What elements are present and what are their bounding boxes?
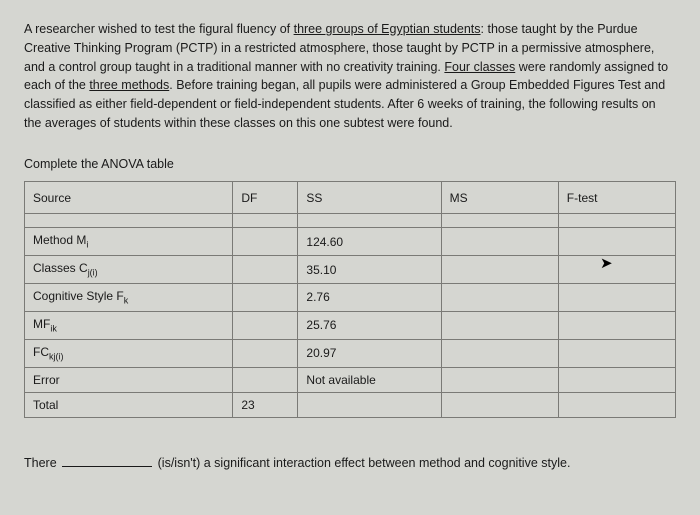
table-row: Method Mi 124.60 bbox=[25, 228, 676, 256]
header-ss: SS bbox=[298, 182, 441, 214]
cell-df: 23 bbox=[233, 392, 298, 417]
table-header-row: Source DF SS MS F-test bbox=[25, 182, 676, 214]
cell-df bbox=[233, 256, 298, 284]
cell-df bbox=[233, 284, 298, 312]
cell-ss: 124.60 bbox=[298, 228, 441, 256]
subtitle: Complete the ANOVA table bbox=[24, 155, 676, 174]
cell-ss: 2.76 bbox=[298, 284, 441, 312]
conclusion-prefix: There bbox=[24, 456, 60, 470]
header-ftest: F-test bbox=[558, 182, 675, 214]
cell-source: FCkj(i) bbox=[25, 339, 233, 367]
cell-source: Total bbox=[25, 392, 233, 417]
cell-source: MFik bbox=[25, 311, 233, 339]
desc-underline3: three methods bbox=[89, 78, 169, 92]
fill-blank[interactable] bbox=[62, 466, 152, 467]
conclusion-sentence: There (is/isn't) a significant interacti… bbox=[24, 454, 676, 473]
cell-source: Method Mi bbox=[25, 228, 233, 256]
anova-table: Source DF SS MS F-test Method Mi 124.60 … bbox=[24, 181, 676, 417]
cell-df bbox=[233, 311, 298, 339]
table-row: MFik 25.76 bbox=[25, 311, 676, 339]
cell-ftest bbox=[558, 284, 675, 312]
cell-ms bbox=[441, 392, 558, 417]
header-df: DF bbox=[233, 182, 298, 214]
table-row: Cognitive Style Fk 2.76 bbox=[25, 284, 676, 312]
table-row: Total 23 bbox=[25, 392, 676, 417]
cell-ss: 25.76 bbox=[298, 311, 441, 339]
cell-ftest bbox=[558, 228, 675, 256]
cell-ftest bbox=[558, 256, 675, 284]
cell-ms bbox=[441, 228, 558, 256]
problem-description: A researcher wished to test the figural … bbox=[24, 20, 676, 133]
header-source: Source bbox=[25, 182, 233, 214]
cell-ms bbox=[441, 256, 558, 284]
cell-source: Cognitive Style Fk bbox=[25, 284, 233, 312]
cell-source: Classes Cj(i) bbox=[25, 256, 233, 284]
cell-df bbox=[233, 367, 298, 392]
cell-ms bbox=[441, 367, 558, 392]
cell-ss: Not available bbox=[298, 367, 441, 392]
cell-ss bbox=[298, 392, 441, 417]
cell-source: Error bbox=[25, 367, 233, 392]
desc-part1: A researcher wished to test the figural … bbox=[24, 22, 294, 36]
cell-ftest bbox=[558, 367, 675, 392]
desc-underline2: Four classes bbox=[444, 60, 515, 74]
table-row: Error Not available bbox=[25, 367, 676, 392]
cell-ftest bbox=[558, 339, 675, 367]
cell-ms bbox=[441, 339, 558, 367]
desc-underline1: three groups of Egyptian students bbox=[294, 22, 481, 36]
cell-df bbox=[233, 339, 298, 367]
cell-ss: 20.97 bbox=[298, 339, 441, 367]
cell-ms bbox=[441, 311, 558, 339]
cell-ftest bbox=[558, 311, 675, 339]
table-row: Classes Cj(i) 35.10 bbox=[25, 256, 676, 284]
conclusion-suffix: (is/isn't) a significant interaction eff… bbox=[158, 456, 571, 470]
table-row: FCkj(i) 20.97 bbox=[25, 339, 676, 367]
header-ms: MS bbox=[441, 182, 558, 214]
cell-ms bbox=[441, 284, 558, 312]
cell-ss: 35.10 bbox=[298, 256, 441, 284]
spacer-row bbox=[25, 214, 676, 228]
cell-df bbox=[233, 228, 298, 256]
cell-ftest bbox=[558, 392, 675, 417]
